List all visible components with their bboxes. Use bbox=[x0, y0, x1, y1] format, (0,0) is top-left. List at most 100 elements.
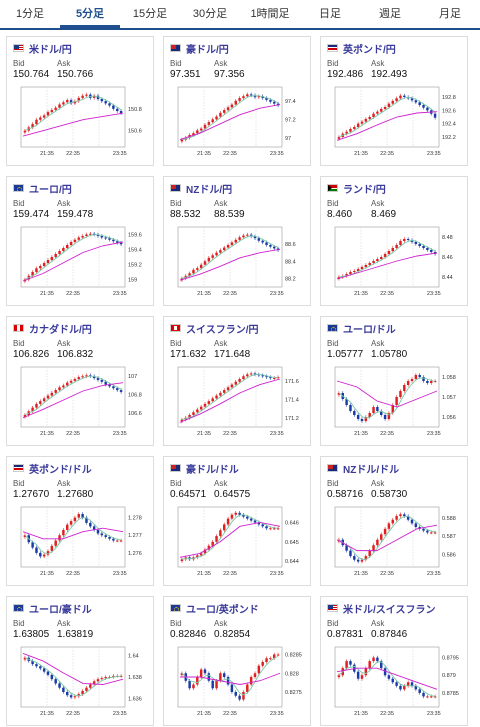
ask-value: 150.766 bbox=[57, 69, 94, 80]
ma-slow-line bbox=[22, 653, 124, 685]
tab-0[interactable]: 1分足 bbox=[15, 8, 45, 20]
y-tick-label: 0.8275 bbox=[285, 690, 302, 696]
candle-body bbox=[353, 127, 356, 129]
candle-body bbox=[430, 250, 433, 252]
rate-card[interactable]: 英ポンド/ドル Bid Ask 1.27670 1.27680 1.278 1.277 1.2… bbox=[6, 456, 154, 586]
candle-body bbox=[257, 96, 261, 98]
pair-name[interactable]: スイスフラン/円 bbox=[186, 324, 259, 336]
candle-body bbox=[391, 405, 394, 413]
rate-card[interactable]: 豪ドル/円 Bid Ask 97.351 97.356 97.4 97.2 97 21:35 22… bbox=[163, 36, 311, 166]
rate-card[interactable]: ユーロ/豪ドル Bid Ask 1.63805 1.63819 1.64 1.638 1.63… bbox=[6, 596, 154, 726]
rate-card[interactable]: ランド/円 Bid Ask 8.460 8.469 8.48 8.46 8.44 21:35 22… bbox=[320, 176, 468, 306]
candle-body bbox=[364, 668, 368, 676]
candle-body bbox=[364, 119, 368, 122]
candle-body bbox=[265, 658, 268, 662]
price-chart: 0.646 0.645 0.644 21:35 22:35 23:35 bbox=[170, 503, 306, 581]
pair-name[interactable]: NZドル/ドル bbox=[343, 464, 400, 476]
candle-body bbox=[356, 559, 360, 562]
candle-body bbox=[349, 661, 352, 665]
card-header: 米ドル/スイスフラン bbox=[327, 602, 436, 616]
bid-value: 1.63805 bbox=[13, 629, 50, 640]
rate-card[interactable]: 英ポンド/円 Bid Ask 192.486 192.493 192.8 192.6 192.… bbox=[320, 36, 468, 166]
y-tick-label: 0.645 bbox=[285, 540, 299, 546]
y-tick-label: 107 bbox=[128, 374, 137, 380]
rate-card[interactable]: ユーロ/英ポンド Bid Ask 0.82846 0.82854 0.8285 0.828 0… bbox=[163, 596, 311, 726]
ask-value: 1.63819 bbox=[57, 629, 94, 640]
candle-body bbox=[242, 514, 245, 517]
rate-card[interactable]: NZドル/ドル Bid Ask 0.58716 0.58730 0.588 0.587 0.5… bbox=[320, 456, 468, 586]
tab-4[interactable]: 1時間足 bbox=[250, 8, 290, 20]
candle-body bbox=[188, 273, 191, 276]
tab-5[interactable]: 日足 bbox=[319, 8, 341, 20]
candle-body bbox=[257, 238, 261, 241]
candle-body bbox=[265, 376, 268, 378]
tab-6[interactable]: 週足 bbox=[379, 8, 401, 20]
pair-name[interactable]: ランド/円 bbox=[343, 184, 386, 196]
ask-value: 8.469 bbox=[371, 209, 397, 220]
candle-body bbox=[403, 239, 406, 241]
pair-name[interactable]: ユーロ/英ポンド bbox=[186, 604, 259, 616]
pair-name[interactable]: 米ドル/スイスフラン bbox=[343, 604, 436, 616]
rate-card[interactable]: スイスフラン/円 Bid Ask 171.632 171.648 171.6 171.4 17… bbox=[163, 316, 311, 446]
rate-card[interactable]: ユーロ/ドル Bid Ask 1.05777 1.05780 1.058 1.057 1.05… bbox=[320, 316, 468, 446]
tab-2[interactable]: 15分足 bbox=[132, 8, 168, 20]
pair-name[interactable]: ユーロ/円 bbox=[29, 184, 72, 196]
nz-flag-icon bbox=[170, 184, 181, 192]
rate-card[interactable]: ユーロ/円 Bid Ask 159.474 159.478 159.6 159.4 159.2… bbox=[6, 176, 154, 306]
pair-name[interactable]: NZドル/円 bbox=[186, 184, 233, 196]
ma-slow-line bbox=[22, 382, 124, 419]
rate-card[interactable]: 米ドル/スイスフラン Bid Ask 0.87831 0.87846 0.8795 0.87… bbox=[320, 596, 468, 726]
tab-7[interactable]: 月足 bbox=[439, 8, 461, 20]
candle-body bbox=[345, 661, 348, 669]
y-tick-label: 8.48 bbox=[442, 235, 453, 241]
candle-body bbox=[414, 375, 418, 379]
candle-body bbox=[85, 375, 88, 377]
candle-body bbox=[39, 552, 42, 557]
candle-body bbox=[112, 675, 115, 677]
y-tick-label: 1.276 bbox=[128, 551, 142, 557]
candle-body bbox=[219, 673, 222, 681]
candle-body bbox=[96, 378, 100, 380]
candle-body bbox=[418, 102, 421, 105]
y-tick-label: 192.6 bbox=[442, 108, 456, 114]
candle-body bbox=[192, 412, 195, 415]
candle-body bbox=[223, 673, 226, 677]
candle-body bbox=[345, 399, 348, 405]
y-tick-label: 0.587 bbox=[442, 534, 456, 540]
candle-body bbox=[410, 379, 414, 381]
candle-body bbox=[422, 105, 425, 108]
pair-name[interactable]: 英ポンド/円 bbox=[343, 44, 396, 56]
candle-body bbox=[276, 528, 280, 530]
ask-label: Ask bbox=[371, 619, 385, 628]
candle-body bbox=[238, 98, 241, 101]
rate-card[interactable]: 米ドル/円 Bid Ask 150.764 150.766 150.8 150.6 21:35… bbox=[6, 36, 154, 166]
ask-label: Ask bbox=[371, 199, 385, 208]
pair-name[interactable]: 米ドル/円 bbox=[29, 44, 72, 56]
tab-1[interactable]: 5分足 bbox=[60, 0, 120, 28]
y-tick-label: 88.4 bbox=[285, 259, 296, 265]
rate-card[interactable]: 豪ドル/ドル Bid Ask 0.64571 0.64575 0.646 0.645 0.64… bbox=[163, 456, 311, 586]
rate-card[interactable]: NZドル/円 Bid Ask 88.532 88.539 88.6 88.4 88.2 21:3… bbox=[163, 176, 311, 306]
y-tick-label: 171.2 bbox=[285, 416, 299, 422]
ask-value: 0.87846 bbox=[371, 629, 408, 640]
price-chart: 107 106.8 106.6 21:35 22:35 23:35 bbox=[13, 363, 149, 441]
ask-value: 0.82854 bbox=[214, 629, 251, 640]
ma-fast-line bbox=[181, 235, 279, 279]
x-tick-label: 21:35 bbox=[354, 711, 368, 717]
price-chart: 88.6 88.4 88.2 21:35 22:35 23:35 bbox=[170, 223, 306, 301]
tab-3[interactable]: 30分足 bbox=[192, 8, 228, 20]
rate-card[interactable]: カナダドル/円 Bid Ask 106.826 106.832 107 106.8 106.6… bbox=[6, 316, 154, 446]
pair-name[interactable]: 豪ドル/ドル bbox=[186, 464, 239, 476]
pair-name[interactable]: 豪ドル/円 bbox=[186, 44, 229, 56]
pair-name[interactable]: ユーロ/豪ドル bbox=[29, 604, 92, 616]
candle-body bbox=[337, 675, 341, 678]
pair-name[interactable]: カナダドル/円 bbox=[29, 324, 92, 336]
candle-body bbox=[73, 101, 77, 104]
pair-name[interactable]: 英ポンド/ドル bbox=[29, 464, 92, 476]
y-tick-label: 1.056 bbox=[442, 415, 456, 421]
candle-body bbox=[426, 107, 429, 111]
pair-name[interactable]: ユーロ/ドル bbox=[343, 324, 396, 336]
candle-body bbox=[31, 407, 34, 412]
candle-body bbox=[364, 417, 368, 421]
y-tick-label: 150.8 bbox=[128, 107, 142, 113]
